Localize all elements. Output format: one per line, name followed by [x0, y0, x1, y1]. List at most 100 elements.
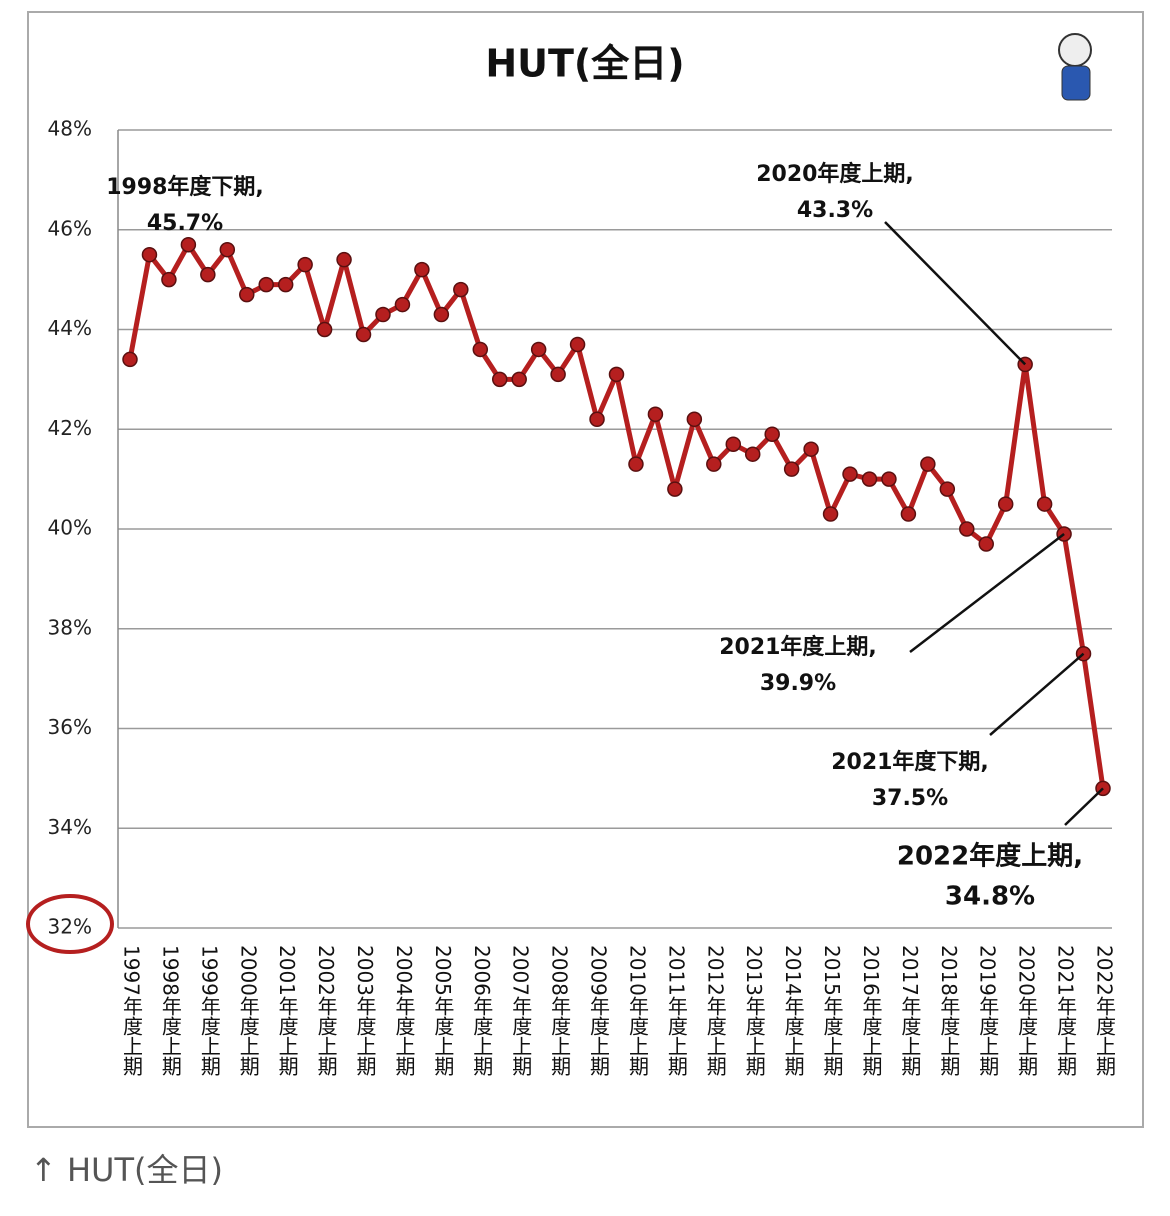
x-tick-label: 2006年度上期: [470, 945, 494, 1076]
x-tick-label: 2002年度上期: [314, 945, 338, 1076]
point: [453, 281, 469, 298]
point: [920, 456, 936, 472]
point: [530, 341, 547, 358]
highlight-circle: [26, 894, 114, 954]
point: [161, 271, 177, 288]
y-tick-label: 32%: [48, 915, 92, 939]
x-tick-label: 2004年度上期: [392, 945, 416, 1076]
point: [277, 276, 294, 293]
point: [569, 336, 586, 353]
annotation-value: 43.3%: [797, 198, 873, 223]
x-tick-label: 2003年度上期: [353, 945, 377, 1076]
caption: ↑ HUT(全日): [30, 1151, 223, 1189]
point: [297, 256, 313, 273]
x-tick-label: 1998年度上期: [158, 945, 182, 1076]
annotation-value: 37.5%: [872, 786, 948, 811]
x-tick-label: 2016年度上期: [859, 945, 883, 1076]
annotation-label: 2020年度上期,: [756, 161, 914, 187]
x-tick-label: 2011年度上期: [664, 945, 688, 1076]
annotation-label: 2021年度下期,: [831, 749, 989, 775]
mascot: [1058, 33, 1092, 101]
point: [200, 266, 216, 283]
point: [686, 411, 703, 428]
point: [141, 246, 158, 263]
point: [861, 471, 878, 487]
annotation-leader: [884, 221, 1027, 366]
point: [647, 406, 664, 423]
x-tick-label: 2012年度上期: [703, 945, 727, 1076]
x-tick-label: 2019年度上期: [976, 945, 1000, 1076]
point: [628, 456, 644, 472]
x-tick-label: 2020年度上期: [1015, 945, 1039, 1076]
point: [997, 496, 1014, 512]
x-tick-label: 2005年度上期: [431, 945, 455, 1076]
point: [881, 471, 897, 487]
annotation-leader: [1064, 787, 1104, 826]
x-tick-label: 2015年度上期: [820, 945, 844, 1076]
point: [433, 306, 450, 323]
point: [900, 506, 917, 522]
annotation-value: 39.9%: [760, 671, 836, 696]
point: [783, 461, 800, 477]
point: [511, 371, 527, 388]
point: [550, 366, 566, 383]
chart-frame: [27, 11, 1144, 1128]
y-tick-label: 38%: [48, 615, 92, 639]
x-tick-label: 2022年度上期: [1093, 945, 1117, 1076]
point: [414, 261, 430, 278]
annotation-label: 2021年度上期,: [719, 634, 877, 660]
y-tick-label: 48%: [48, 117, 92, 141]
point: [978, 536, 994, 552]
point: [667, 481, 683, 497]
y-tick-label: 46%: [48, 216, 92, 240]
point: [355, 326, 372, 343]
x-tick-label: 2007年度上期: [509, 945, 533, 1076]
x-tick-label: 2000年度上期: [236, 945, 260, 1076]
point: [706, 456, 722, 472]
y-tick-label: 40%: [48, 516, 92, 540]
x-tick-label: 2013年度上期: [742, 945, 766, 1076]
point: [394, 296, 411, 313]
annotation-leader: [909, 532, 1065, 653]
x-tick-label: 2010年度上期: [625, 945, 649, 1076]
point: [375, 306, 391, 323]
x-tick-label: 2014年度上期: [781, 945, 805, 1076]
point: [959, 521, 975, 537]
point: [842, 466, 858, 482]
point: [472, 341, 489, 358]
point: [219, 241, 236, 258]
point: [939, 481, 956, 497]
point: [589, 411, 605, 428]
point: [744, 446, 761, 462]
annotation-value: 34.8%: [945, 882, 1035, 912]
annotation-label: 1998年度下期,: [106, 174, 264, 200]
point: [725, 436, 742, 452]
point: [491, 371, 508, 388]
point: [764, 426, 780, 442]
annotation-leader: [989, 652, 1085, 736]
x-tick-label: 2009年度上期: [587, 945, 611, 1076]
annotation-label: 2022年度上期,: [897, 841, 1083, 872]
point: [239, 286, 255, 303]
x-tick-label: 1997年度上期: [120, 945, 144, 1076]
annotation-value: 45.7%: [147, 211, 223, 236]
x-tick-label: 2017年度上期: [898, 945, 922, 1076]
point: [180, 236, 197, 253]
x-tick-label: 2018年度上期: [937, 945, 961, 1076]
point: [822, 506, 839, 522]
x-tick-label: 2021年度上期: [1054, 945, 1078, 1076]
point: [122, 351, 138, 368]
x-tick-label: 2001年度上期: [275, 945, 299, 1076]
x-tick-label: 2008年度上期: [548, 945, 572, 1076]
x-tick-label: 1999年度上期: [197, 945, 221, 1076]
point: [1036, 496, 1053, 512]
point: [336, 251, 352, 268]
y-tick-label: 44%: [48, 316, 92, 340]
point: [608, 366, 625, 383]
y-tick-label: 34%: [48, 815, 92, 839]
y-tick-label: 42%: [48, 416, 92, 440]
point: [258, 276, 274, 293]
chart-title: HUT(全日): [485, 42, 684, 86]
point: [316, 321, 333, 338]
